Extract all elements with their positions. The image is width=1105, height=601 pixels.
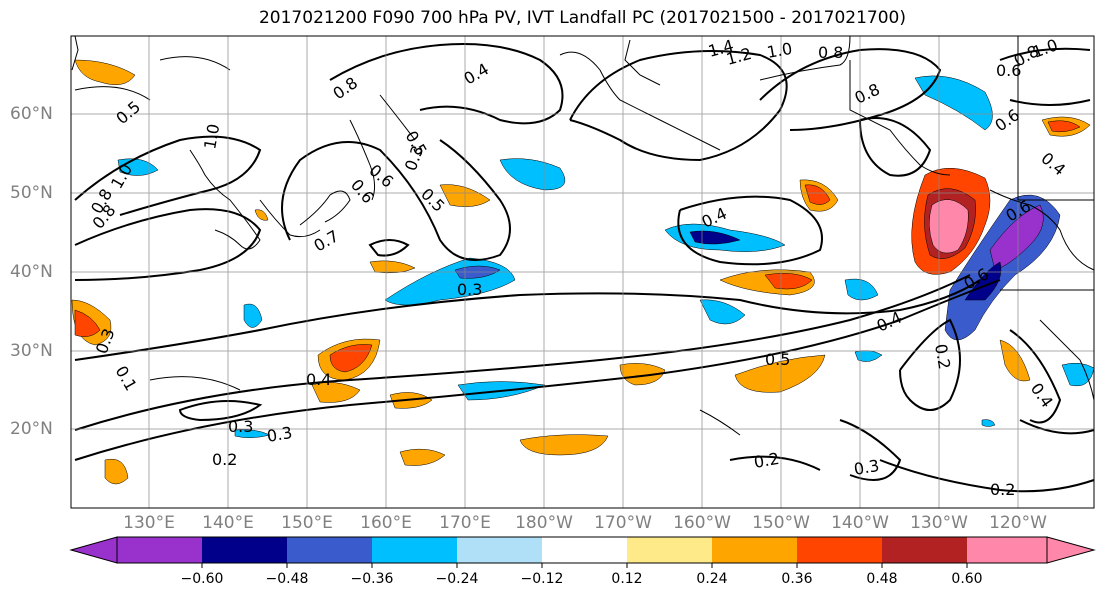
colorbar-tick-label: −0.12 (520, 571, 564, 587)
contour-label: 0.2 (212, 450, 237, 469)
colorbar (69, 536, 1096, 568)
longitude-label: 130°W (910, 513, 968, 533)
colorbar-tick-label: 0.12 (611, 571, 643, 587)
thin-contours (74, 56, 241, 391)
latitude-label: 40°N (10, 262, 53, 282)
latitude-label: 30°N (10, 341, 53, 361)
longitude-label: 140°W (831, 513, 889, 533)
contour-label: 0.4 (306, 370, 331, 389)
colorbar-tick-label: 0.60 (951, 571, 983, 587)
map-frame (70, 35, 1095, 509)
colorbar-tick-label: −0.24 (435, 571, 479, 587)
longitude-label: 130°E (123, 513, 175, 533)
contour-label: 0.2 (752, 449, 780, 472)
chart-title: 2017021200 F090 700 hPa PV, IVT Landfall… (258, 8, 906, 28)
longitude-label: 150°W (752, 513, 810, 533)
contour-label: 0.3 (228, 417, 253, 436)
coastlines (71, 35, 1095, 436)
contour-label: 0.5 (765, 350, 790, 369)
longitude-label: 150°E (281, 513, 333, 533)
colorbar-tick-label: 0.36 (781, 571, 813, 587)
colorbar-tick-label: 0.48 (866, 571, 898, 587)
latitude-label: 50°N (10, 183, 53, 203)
graticule (71, 36, 1094, 508)
contour-label: 0.3 (265, 423, 293, 446)
longitude-label: 140°E (202, 513, 254, 533)
longitude-label: 170°W (594, 513, 652, 533)
colorbar-extend-min (69, 536, 118, 564)
contour-label: 0.3 (457, 280, 482, 299)
longitude-label: 120°W (989, 513, 1047, 533)
longitude-label: 170°E (439, 513, 491, 533)
longitude-label: 160°W (673, 513, 731, 533)
latitude-label: 60°N (10, 104, 53, 124)
latitude-label: 20°N (10, 419, 53, 439)
colorbar-tick-label: −0.36 (350, 571, 394, 587)
longitude-label: 160°E (360, 513, 412, 533)
colorbar-extend-max (1046, 536, 1096, 564)
contour-label: 0.8 (818, 43, 843, 62)
contour-label: 0.2 (990, 480, 1015, 499)
colorbar-tick-label: 0.24 (696, 571, 728, 587)
colorbar-tick-label: −0.48 (265, 571, 309, 587)
colorbar-tick-label: −0.60 (180, 571, 224, 587)
longitude-label: 180°W (515, 513, 573, 533)
contour-label: 0.2 (931, 342, 954, 370)
contour-label: 0.6 (996, 61, 1021, 80)
contour-labels: 1.4 1.2 1.0 0.8 0.8 0.6 0.8 0.6 1.0 0.8 … (87, 35, 1069, 499)
contour-label: 0.3 (852, 456, 880, 479)
contour-label: 1.0 (765, 39, 793, 62)
contour-label: 1.0 (200, 122, 223, 150)
